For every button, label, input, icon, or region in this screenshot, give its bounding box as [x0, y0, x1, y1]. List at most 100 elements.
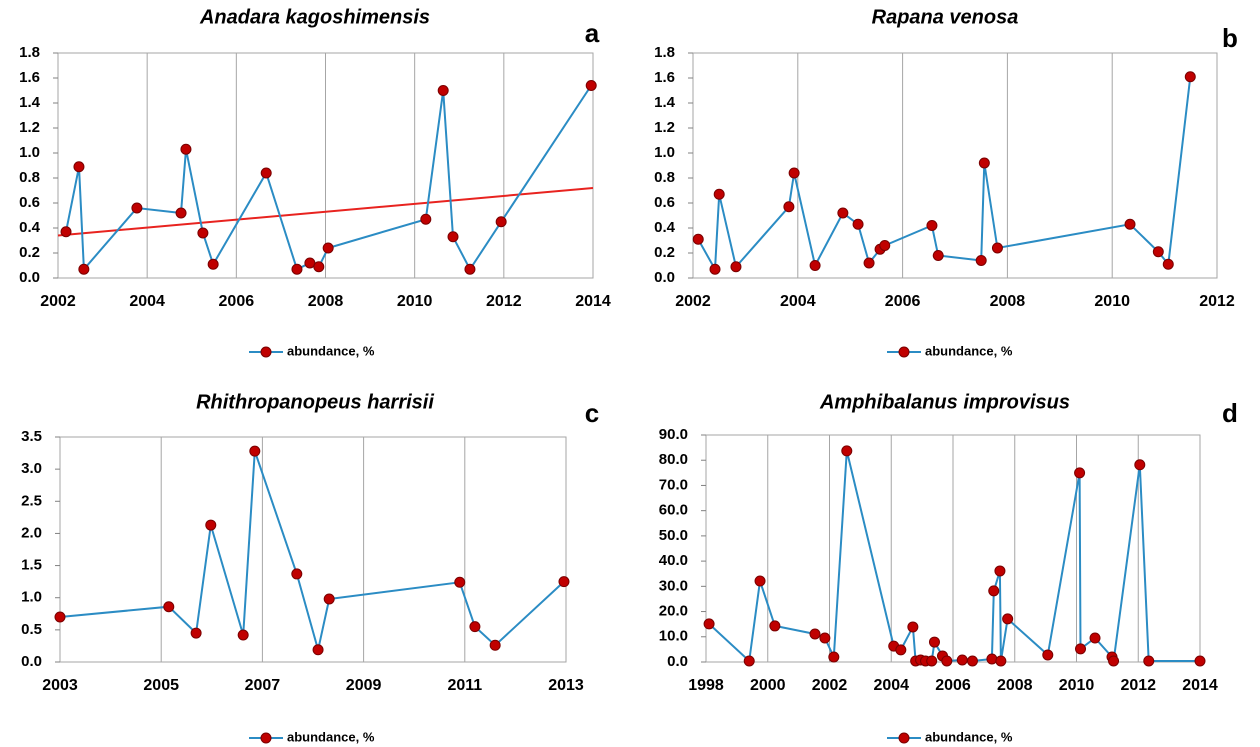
y-tick-label: 10.0: [659, 628, 688, 645]
y-tick-label: 90.0: [659, 426, 688, 443]
legend-label: abundance, %: [287, 729, 375, 744]
x-tick-label: 2012: [1199, 293, 1235, 310]
marker: [291, 263, 303, 275]
marker: [180, 143, 192, 155]
x-tick-label: 2012: [1120, 677, 1156, 694]
panel: 2003 2005 2007 2009 2011 2013 0.0 0.5 1.0 1.5 2.0 2…: [21, 391, 599, 744]
y-tick-label: 1.0: [19, 144, 40, 161]
y-tick-label: 0.6: [654, 194, 675, 211]
x-tick-label: 2013: [548, 677, 584, 694]
y-tick-label: 2.5: [21, 492, 42, 509]
y-tick-label: 0.5: [21, 621, 42, 638]
x-tick-label: 2004: [780, 293, 816, 310]
marker: [260, 167, 272, 179]
y-tick-label: 30.0: [659, 577, 688, 594]
x-tick-label: 2002: [40, 293, 76, 310]
marker: [1134, 459, 1146, 471]
marker: [986, 653, 998, 665]
marker: [237, 629, 249, 641]
marker: [928, 636, 940, 648]
panel-label: d: [1222, 398, 1238, 428]
plot-area: [59, 436, 567, 663]
marker: [907, 621, 919, 633]
marker: [190, 627, 202, 639]
marker: [769, 620, 781, 632]
marker: [73, 161, 85, 173]
marker: [995, 655, 1007, 667]
marker: [819, 632, 831, 644]
marker: [994, 565, 1006, 577]
legend-marker: [260, 732, 272, 744]
marker: [163, 601, 175, 613]
x-tick-label: 2010: [397, 293, 433, 310]
marker: [713, 188, 725, 200]
panel-label: a: [585, 18, 600, 48]
legend-label: abundance, %: [925, 729, 1013, 744]
marker: [197, 227, 209, 239]
y-tick-label: 0.0: [667, 653, 688, 670]
marker: [495, 216, 507, 228]
marker: [926, 655, 938, 667]
marker: [489, 639, 501, 651]
y-tick-label: 0.2: [19, 244, 40, 261]
legend-marker: [260, 346, 272, 358]
marker: [447, 231, 459, 243]
marker: [420, 213, 432, 225]
y-tick-label: 3.5: [21, 428, 42, 445]
marker: [1124, 218, 1136, 230]
marker: [809, 260, 821, 271]
marker: [895, 644, 907, 656]
y-tick-label: 0.0: [654, 269, 675, 286]
y-tick-label: 0.8: [654, 169, 675, 186]
panel: 2002 2004 2006 2008 2010 2012 0.0 0.2 0.4 0.6 0.8 1…: [654, 6, 1238, 358]
marker: [932, 250, 944, 261]
x-tick-label: 2008: [308, 293, 344, 310]
chart-title: Anadara kagoshimensis: [199, 6, 430, 28]
y-tick-label: 1.6: [19, 69, 40, 86]
y-tick-label: 1.8: [654, 44, 675, 61]
marker: [1194, 655, 1206, 667]
marker: [312, 644, 324, 656]
x-tick-label: 2006: [885, 293, 921, 310]
x-tick-label: 2004: [129, 293, 165, 310]
y-tick-label: 20.0: [659, 603, 688, 620]
y-tick-label: 0.2: [654, 244, 675, 261]
y-tick-label: 0.0: [21, 653, 42, 670]
x-tick-label: 2008: [997, 677, 1033, 694]
marker: [809, 628, 821, 640]
marker: [1075, 643, 1087, 655]
x-tick-label: 2014: [1182, 677, 1218, 694]
marker: [437, 85, 449, 96]
marker: [692, 233, 704, 245]
marker: [879, 240, 891, 251]
marker: [1002, 613, 1014, 625]
marker: [926, 220, 938, 231]
marker: [1184, 71, 1196, 83]
marker: [988, 585, 1000, 597]
marker: [249, 445, 261, 457]
marker: [975, 255, 987, 266]
marker: [863, 257, 875, 269]
marker: [956, 654, 968, 666]
marker: [207, 258, 219, 270]
y-tick-label: 3.0: [21, 460, 42, 477]
x-tick-label: 2014: [575, 293, 611, 310]
x-tick-label: 2002: [675, 293, 711, 310]
panel: 2002 2004 2006 2008 2010 2012 2014 0.0 0.2 0.4 0.6…: [19, 6, 611, 358]
marker: [1089, 632, 1101, 644]
y-tick-label: 0.6: [19, 194, 40, 211]
x-tick-label: 2009: [346, 677, 382, 694]
legend-label: abundance, %: [925, 343, 1013, 358]
marker: [730, 261, 742, 273]
marker: [743, 655, 755, 667]
marker: [841, 445, 853, 457]
panel-label: c: [585, 398, 599, 428]
x-tick-label: 2008: [990, 293, 1026, 310]
x-tick-label: 2007: [245, 677, 281, 694]
x-tick-label: 2000: [750, 677, 786, 694]
marker: [1042, 649, 1054, 661]
x-tick-label: 2006: [219, 293, 255, 310]
marker: [323, 593, 335, 605]
